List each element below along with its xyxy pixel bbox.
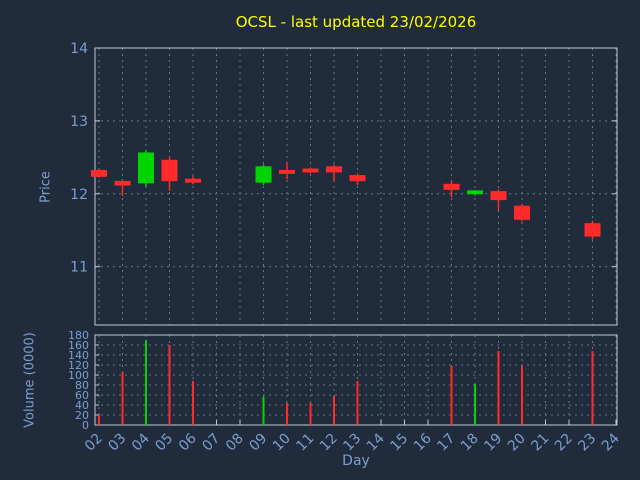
candle-body (91, 169, 107, 177)
volume-tick-label: 80 (75, 379, 89, 392)
candle-body (326, 166, 342, 173)
x-tick-label: 17 (434, 431, 458, 455)
candle-body (514, 205, 530, 220)
candle-body (185, 178, 201, 183)
x-tick-label: 16 (411, 430, 435, 454)
x-tick-label: 05 (152, 431, 176, 455)
candle-body (279, 169, 295, 174)
x-tick-label: 23 (575, 431, 599, 455)
x-tick-label: 06 (176, 430, 200, 454)
volume-tick-label: 140 (68, 349, 89, 362)
volume-tick-label: 180 (68, 329, 89, 342)
x-tick-label: 13 (340, 431, 364, 455)
x-tick-label: 09 (246, 431, 270, 455)
volume-tick-label: 0 (82, 419, 89, 432)
candle-body (349, 175, 366, 182)
candle-body (490, 191, 507, 201)
x-tick-label: 24 (599, 430, 623, 454)
price-tick-label: 13 (70, 114, 88, 130)
x-tick-label: 12 (317, 431, 341, 455)
x-tick-label: 15 (387, 431, 411, 455)
x-tick-label: 04 (129, 430, 153, 454)
x-tick-label: 20 (505, 431, 529, 455)
chart-title: OCSL - last updated 23/02/2026 (235, 13, 477, 31)
x-tick-label: 21 (528, 431, 552, 455)
x-tick-label: 22 (552, 431, 576, 455)
volume-tick-label: 100 (68, 369, 89, 382)
volume-tick-label: 120 (68, 359, 89, 372)
x-tick-label: 18 (458, 431, 482, 455)
x-tick-label: 08 (223, 431, 247, 455)
x-tick-label: 03 (105, 431, 129, 455)
x-tick-label: 19 (481, 431, 505, 455)
x-tick-label: 11 (293, 431, 317, 455)
price-tick-label: 11 (70, 260, 88, 276)
volume-tick-label: 20 (75, 409, 89, 422)
candle-body (584, 223, 601, 237)
price-axis-label: Price (38, 171, 54, 203)
volume-panel-border (94, 334, 618, 426)
volume-tick-label: 40 (75, 399, 89, 412)
price-panel-border (94, 47, 618, 326)
candle-body (443, 183, 460, 190)
candle-body (138, 152, 154, 184)
candle-body (255, 166, 272, 183)
candle-body (467, 190, 483, 195)
candle-body (114, 180, 131, 186)
volume-tick-label: 60 (75, 389, 89, 402)
candle-body (161, 159, 178, 182)
volume-tick-label: 160 (68, 339, 89, 352)
x-tick-label: 14 (364, 430, 388, 454)
candle-body (302, 168, 319, 173)
volume-axis-label: Volume (0000) (22, 332, 38, 428)
price-tick-label: 12 (70, 187, 88, 203)
x-axis-label: Day (342, 453, 370, 469)
x-tick-label: 10 (270, 431, 294, 455)
x-tick-label: 02 (82, 431, 106, 455)
price-tick-label: 14 (70, 41, 88, 57)
x-tick-label: 07 (199, 431, 223, 455)
